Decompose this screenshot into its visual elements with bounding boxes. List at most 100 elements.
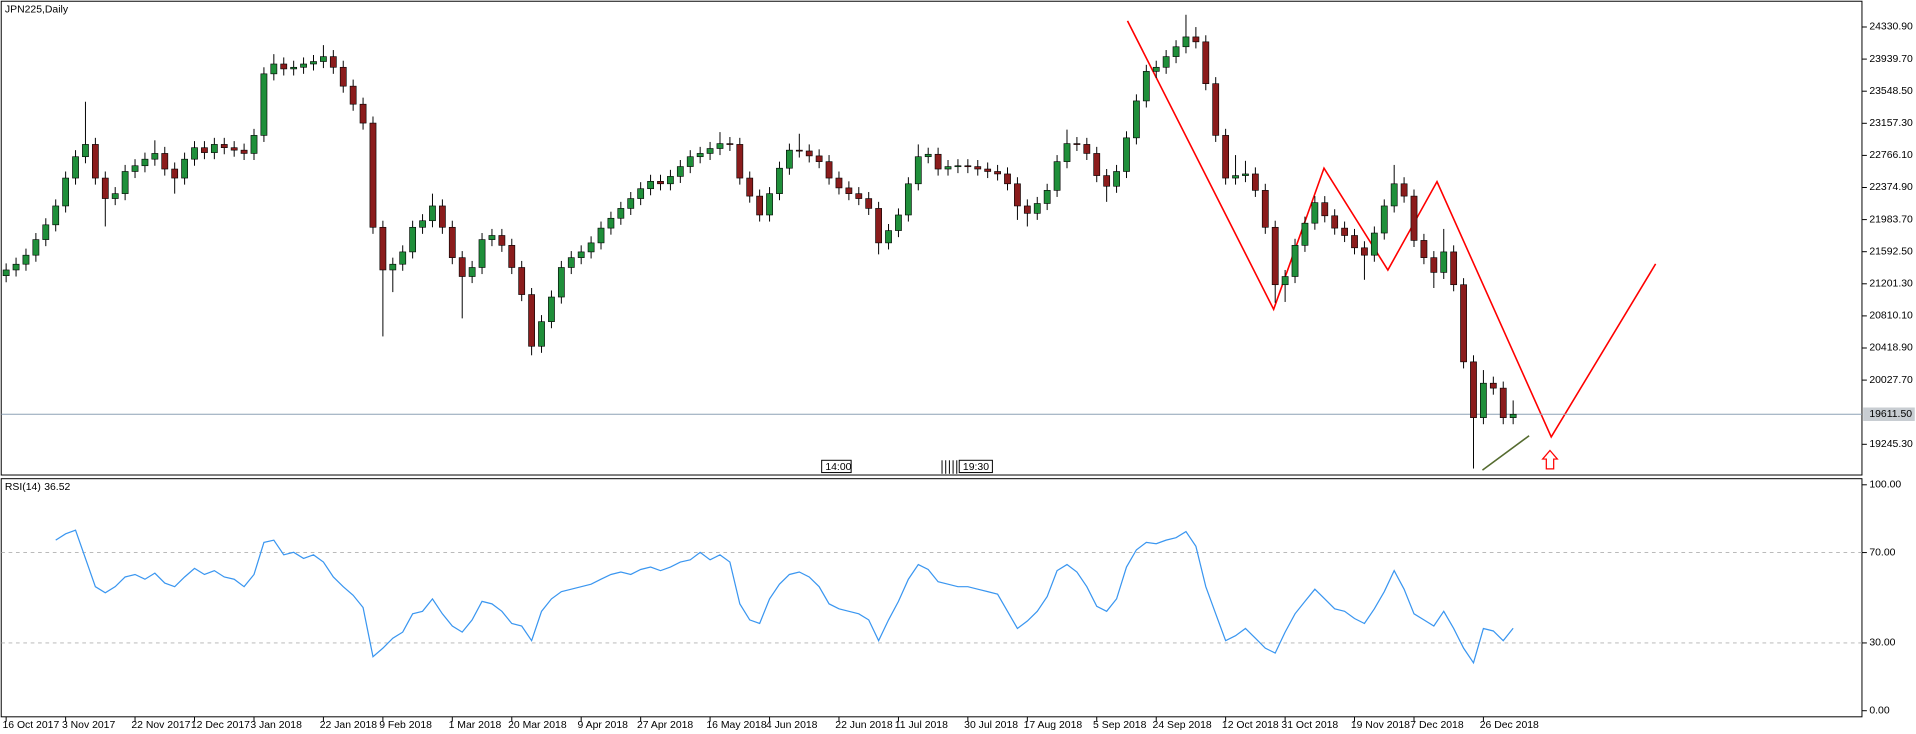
candle-body: [1063, 143, 1071, 162]
event-marker: [821, 459, 852, 474]
candle-body: [686, 156, 694, 167]
candle-body: [1301, 222, 1309, 246]
candle-body: [1341, 227, 1348, 236]
candle-body: [1232, 175, 1239, 179]
candle-body: [577, 251, 585, 258]
zigzag-drawing: [1126, 20, 1657, 439]
rsi-y-tick-label: 30.00: [1869, 638, 1895, 649]
candle-body: [42, 224, 50, 240]
candle-body: [468, 267, 476, 277]
candle-body: [1103, 175, 1111, 187]
candle-body: [786, 149, 793, 169]
x-tick-label: 9 Feb 2018: [379, 720, 432, 731]
y-tick-label: 23548.50: [1869, 86, 1913, 97]
candle-body: [676, 166, 684, 177]
candle-body: [161, 153, 169, 170]
x-tick-label: 30 Jul 2018: [964, 720, 1018, 731]
candle-body: [667, 176, 674, 185]
candle-body: [91, 144, 99, 179]
candle-body: [1123, 137, 1130, 172]
candle-body: [597, 227, 605, 244]
candle-body: [498, 235, 506, 246]
candle-body: [1073, 143, 1081, 145]
y-tick-label: 24330.90: [1869, 22, 1913, 33]
candle-body: [399, 251, 407, 265]
candle-body: [230, 147, 238, 151]
y-tick-label: 23939.70: [1869, 54, 1913, 65]
candle-body: [171, 168, 179, 179]
candle-body: [924, 153, 932, 158]
candle-body: [1093, 153, 1101, 176]
candle-body: [1251, 173, 1259, 191]
candle-body: [1162, 56, 1170, 68]
candle-body: [994, 171, 1001, 175]
candle-body: [627, 198, 635, 209]
candle-body: [637, 188, 645, 199]
candle-body: [1489, 382, 1497, 389]
candle-body: [1182, 36, 1190, 48]
candle-body: [22, 254, 30, 265]
candle-body: [379, 226, 387, 271]
candle-body: [151, 153, 159, 160]
candle-body: [904, 183, 912, 216]
candle-body: [409, 226, 417, 253]
candle-body: [1499, 387, 1507, 418]
candle-body: [121, 171, 129, 194]
x-tick-label: 4 Jun 2018: [766, 720, 818, 731]
candle-body: [349, 85, 357, 105]
event-label: 14:00: [825, 462, 851, 473]
x-tick-label: 12 Dec 2017: [191, 720, 250, 731]
candle-body: [865, 198, 873, 209]
candle-body: [290, 66, 298, 70]
x-tick-label: 24 Sep 2018: [1153, 720, 1212, 731]
candle-body: [260, 73, 268, 136]
candle-body: [696, 153, 704, 158]
candle-body: [1380, 205, 1388, 234]
event-marker: [958, 459, 993, 474]
candle-body: [201, 147, 208, 153]
rsi-title: RSI(14): [5, 482, 41, 493]
candle-body: [1222, 135, 1230, 179]
last-price-box: [1863, 407, 1915, 422]
candle-body: [141, 158, 149, 167]
candle-body: [339, 66, 347, 87]
candle-body: [1271, 226, 1279, 286]
rsi-y-tick-label: 0.00: [1869, 705, 1889, 716]
x-tick-label: 16 May 2018: [706, 720, 766, 731]
candle-body: [1361, 247, 1368, 256]
candle-body: [716, 143, 724, 149]
candle-body: [1242, 173, 1249, 176]
candle-body: [776, 167, 783, 194]
candle-body: [240, 149, 248, 154]
y-tick-label: 21201.30: [1869, 279, 1913, 290]
rsi-panel-frame: [0, 478, 1863, 718]
candle-body: [210, 144, 218, 153]
x-tick-label: 7 Dec 2018: [1410, 720, 1464, 731]
candle-body: [1142, 71, 1150, 102]
x-tick-label: 22 Jun 2018: [835, 720, 893, 731]
candle-body: [1261, 190, 1269, 228]
x-tick-label: 16 Oct 2017: [2, 720, 59, 731]
candle-body: [181, 158, 188, 179]
x-tick-label: 19 Nov 2018: [1351, 720, 1410, 731]
candle-body: [1192, 36, 1200, 43]
candle-body: [518, 267, 526, 295]
y-tick-label: 20418.90: [1869, 343, 1913, 354]
candle-body: [1133, 100, 1140, 139]
candle-body: [250, 135, 258, 154]
x-tick-label: 26 Dec 2018: [1480, 720, 1539, 731]
candle-body: [2, 269, 10, 277]
candle-body: [974, 166, 982, 170]
candle-body: [62, 177, 70, 207]
y-tick-label: 21983.70: [1869, 214, 1913, 225]
candle-body: [538, 321, 545, 347]
x-tick-label: 1 Mar 2018: [449, 720, 502, 731]
candle-body: [647, 181, 654, 190]
y-tick-label: 22766.10: [1869, 150, 1913, 161]
y-tick-label: 21592.50: [1869, 246, 1913, 257]
candle-body: [429, 205, 436, 222]
candle-body: [1321, 202, 1329, 217]
